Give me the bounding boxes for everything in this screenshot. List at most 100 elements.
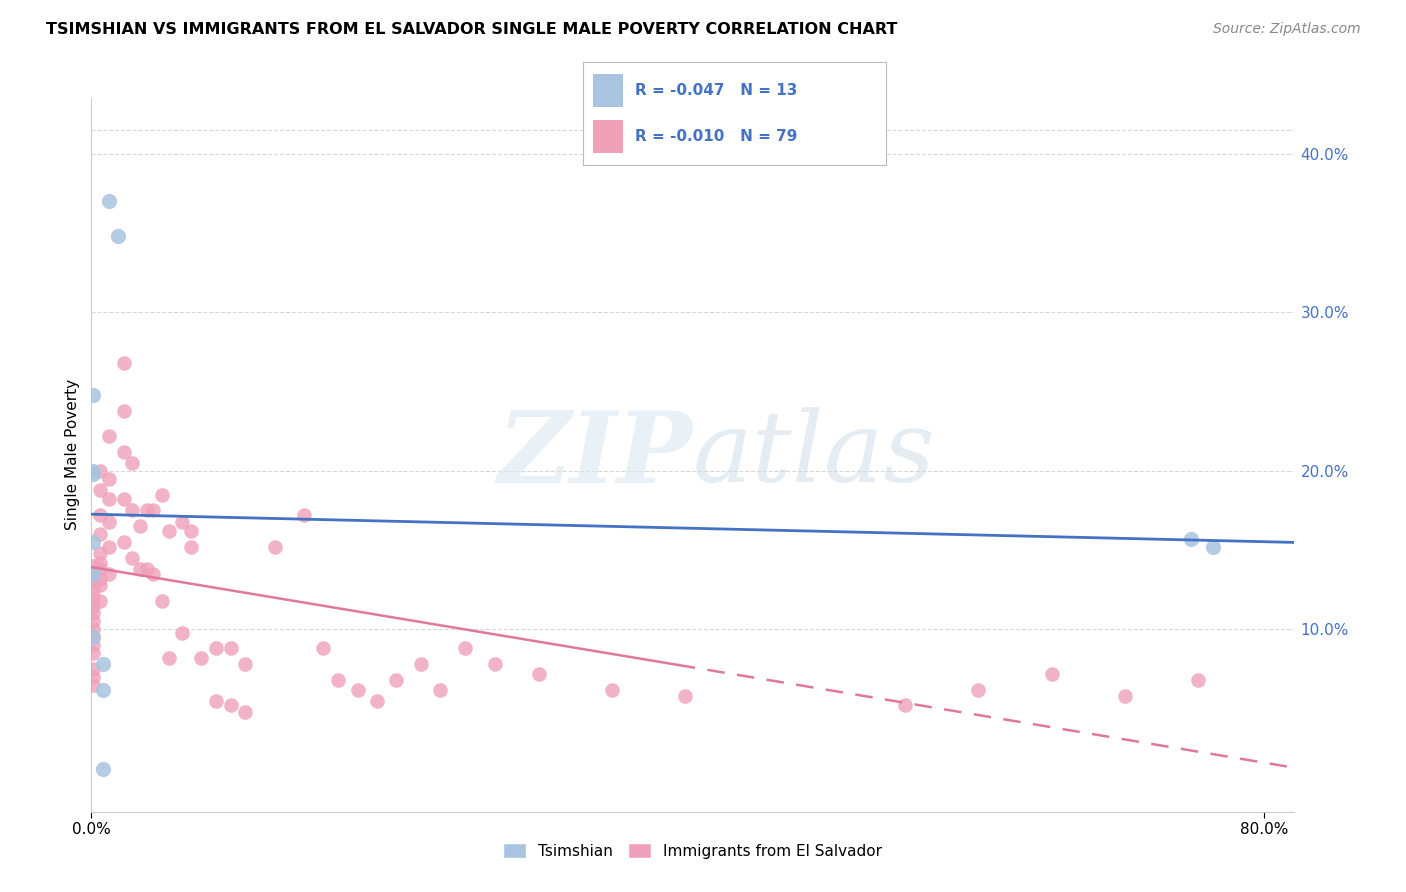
Point <box>312 641 335 656</box>
Point <box>1180 532 1202 546</box>
Point <box>82 662 104 676</box>
Point <box>112 492 135 507</box>
Point <box>91 762 114 776</box>
Point <box>136 503 159 517</box>
Point <box>673 689 696 703</box>
Point <box>112 444 135 458</box>
Point <box>219 641 242 656</box>
Point <box>82 630 104 644</box>
Point <box>82 566 104 581</box>
Bar <box>592 74 623 106</box>
Point <box>91 682 114 697</box>
Point <box>263 540 285 554</box>
Point <box>326 673 349 687</box>
Point <box>157 524 180 538</box>
Y-axis label: Single Male Poverty: Single Male Poverty <box>65 379 80 531</box>
Point <box>233 657 256 672</box>
Point <box>411 657 433 672</box>
Point <box>89 464 111 478</box>
Point <box>967 682 990 697</box>
Point <box>82 464 104 478</box>
Point <box>82 646 104 660</box>
Text: R = -0.047   N = 13: R = -0.047 N = 13 <box>636 83 797 97</box>
Point <box>292 508 315 523</box>
Point <box>121 456 143 470</box>
Legend: Tsimshian, Immigrants from El Salvador: Tsimshian, Immigrants from El Salvador <box>496 837 889 864</box>
Point <box>112 403 135 417</box>
Point <box>112 356 135 370</box>
Point <box>98 566 121 581</box>
Point <box>527 666 550 681</box>
Point <box>98 492 121 507</box>
Point <box>128 562 150 576</box>
Point <box>894 698 917 713</box>
Point <box>82 623 104 637</box>
Point <box>128 519 150 533</box>
Point <box>89 556 111 570</box>
Point <box>89 546 111 560</box>
Point <box>1202 540 1225 554</box>
Point <box>136 562 159 576</box>
Point <box>385 673 408 687</box>
Point <box>484 657 506 672</box>
Point <box>89 594 111 608</box>
Point <box>157 651 180 665</box>
Point <box>1040 666 1063 681</box>
Point <box>89 508 111 523</box>
Point <box>366 694 388 708</box>
Point <box>82 582 104 597</box>
Point <box>150 594 173 608</box>
Text: TSIMSHIAN VS IMMIGRANTS FROM EL SALVADOR SINGLE MALE POVERTY CORRELATION CHART: TSIMSHIAN VS IMMIGRANTS FROM EL SALVADOR… <box>46 22 898 37</box>
Point <box>98 515 121 529</box>
Point <box>454 641 477 656</box>
Point <box>82 535 104 549</box>
Point <box>98 194 121 209</box>
Point <box>233 705 256 719</box>
Text: R = -0.010   N = 79: R = -0.010 N = 79 <box>636 128 797 144</box>
Point <box>107 229 129 244</box>
Point <box>89 527 111 541</box>
Point <box>180 540 202 554</box>
Point <box>347 682 370 697</box>
Point <box>82 591 104 605</box>
Point <box>172 515 194 529</box>
Text: ZIP: ZIP <box>498 407 692 503</box>
Point <box>98 429 121 443</box>
Point <box>142 503 165 517</box>
Point <box>219 698 242 713</box>
Point <box>121 503 143 517</box>
Point <box>82 467 104 481</box>
Point <box>82 630 104 644</box>
Point <box>98 472 121 486</box>
Point <box>91 657 114 672</box>
Point <box>600 682 623 697</box>
Text: Source: ZipAtlas.com: Source: ZipAtlas.com <box>1213 22 1361 37</box>
Point <box>82 566 104 581</box>
Point <box>1114 689 1136 703</box>
Text: atlas: atlas <box>692 408 935 502</box>
Point <box>82 599 104 613</box>
Point <box>429 682 451 697</box>
Point <box>82 638 104 652</box>
Point <box>180 524 202 538</box>
Point <box>98 540 121 554</box>
Point <box>89 578 111 592</box>
Point <box>89 483 111 497</box>
Point <box>82 387 104 401</box>
Point <box>89 562 111 576</box>
Point <box>82 670 104 684</box>
Point <box>112 535 135 549</box>
Point <box>150 487 173 501</box>
Point <box>172 625 194 640</box>
Point <box>121 551 143 566</box>
Point <box>82 558 104 573</box>
Point <box>89 572 111 586</box>
Point <box>82 615 104 629</box>
Point <box>82 574 104 589</box>
Point <box>1187 673 1209 687</box>
Point <box>82 607 104 621</box>
Point <box>205 694 228 708</box>
Point <box>82 678 104 692</box>
Point <box>142 566 165 581</box>
Point <box>190 651 212 665</box>
